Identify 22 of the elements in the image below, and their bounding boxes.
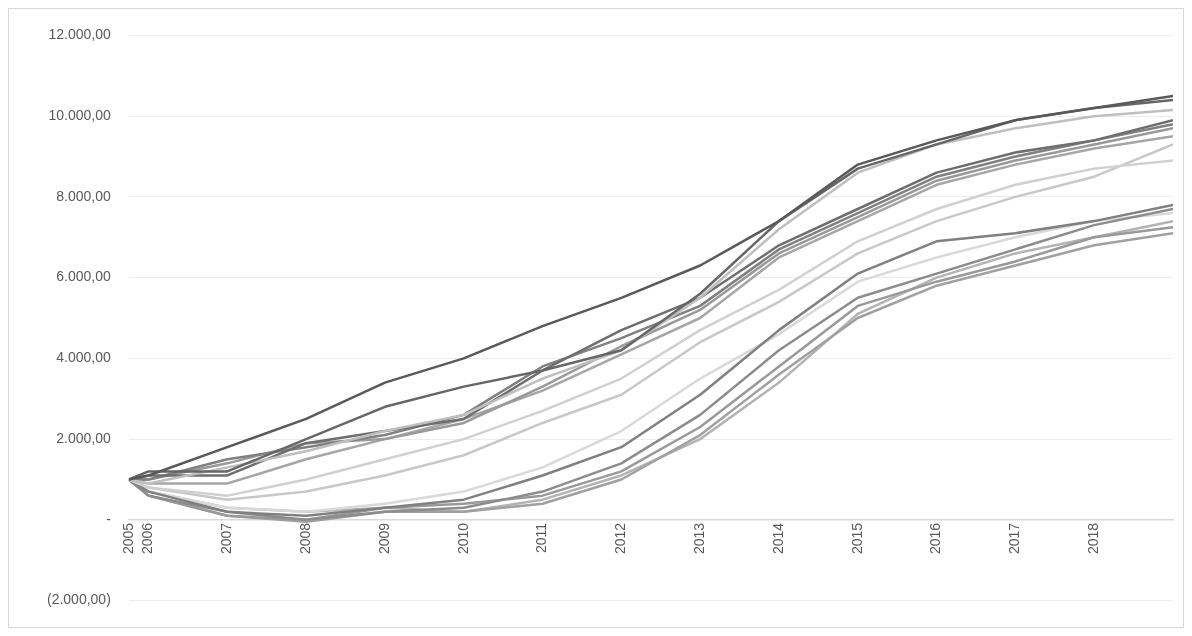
x-tick-label: 2007: [218, 522, 235, 555]
x-tick-label: 2016: [927, 522, 944, 555]
x-tick-label: 2005: [119, 522, 136, 555]
x-tick-label: 2008: [296, 522, 313, 555]
x-tick-label: 2011: [533, 522, 550, 553]
y-tick-label: 8.000,00: [56, 187, 112, 204]
y-tick-label: 12.000,00: [48, 26, 112, 43]
x-tick-label: 2018: [1085, 522, 1102, 555]
y-tick-label: 2.000,00: [56, 429, 112, 446]
y-tick-label: 6.000,00: [56, 268, 112, 285]
x-tick-label: 2006: [139, 522, 156, 555]
x-tick-label: 2010: [454, 522, 471, 555]
x-tick-label: 2012: [612, 522, 629, 555]
x-tick-label: 2013: [691, 522, 708, 555]
y-tick-label: 10.000,00: [48, 107, 112, 123]
y-tick-label: 4.000,00: [56, 349, 112, 366]
y-tick-label: (2.000,00): [46, 591, 111, 608]
x-tick-label: 2009: [375, 522, 392, 555]
x-tick-label: 2014: [769, 522, 786, 555]
x-tick-label: 2015: [848, 522, 865, 555]
x-tick-label: 2017: [1006, 522, 1023, 555]
y-tick-label: -: [106, 510, 112, 527]
